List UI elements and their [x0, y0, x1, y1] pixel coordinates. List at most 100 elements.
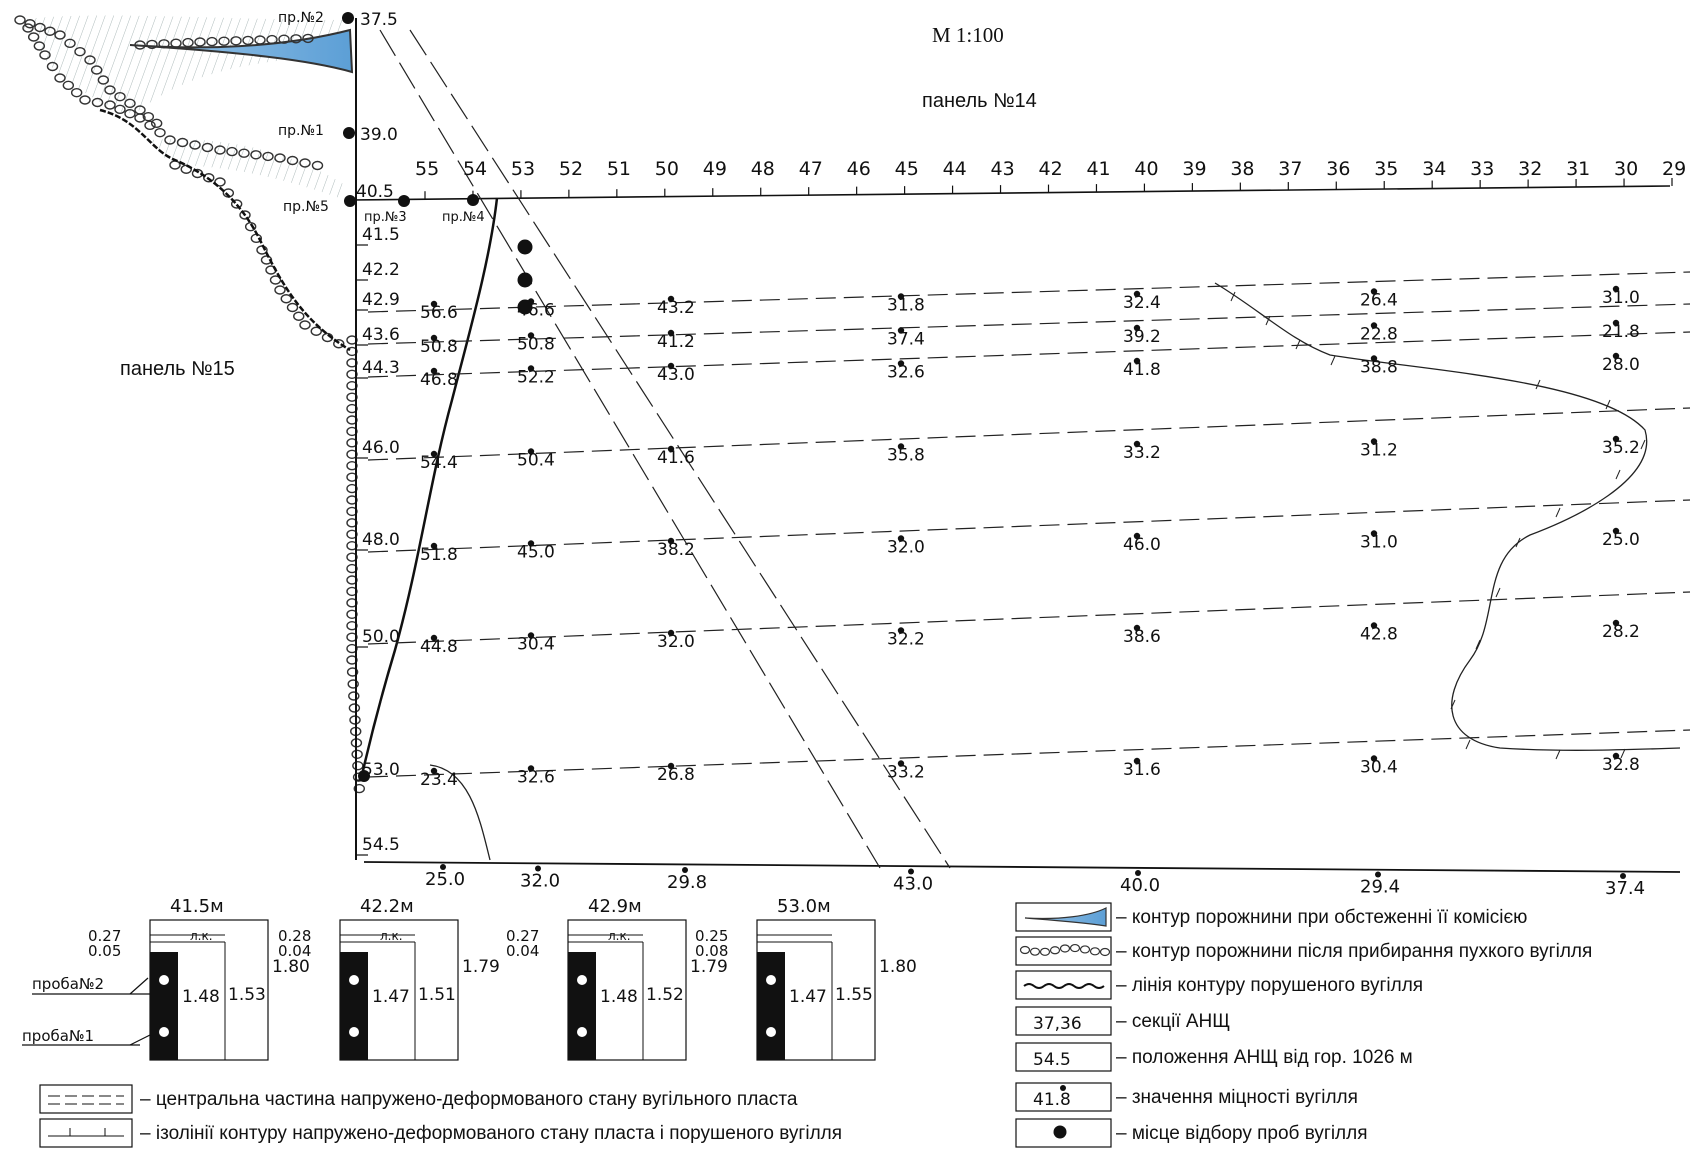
strength-point [1370, 322, 1378, 329]
section-label: 35 [1374, 158, 1398, 180]
section-label: 32 [1518, 158, 1542, 180]
section-label: 30 [1614, 158, 1638, 180]
sample-thickness-2: 1.52 [646, 985, 684, 1005]
bottom-section-line [363, 861, 1681, 873]
legend-swatch [1015, 1042, 1112, 1072]
sample-2-arrow [129, 977, 149, 995]
sample-top-thickness: 0.25 [695, 927, 728, 945]
sample-2-hole [349, 975, 359, 985]
isoline-tick [1475, 639, 1481, 650]
strength-value: 41.8 [1123, 360, 1161, 380]
section-label: 42 [1039, 158, 1063, 180]
section-label: 34 [1422, 158, 1446, 180]
strength-point [430, 767, 438, 775]
strength-value: 39.2 [1123, 327, 1161, 347]
bottom-value: 40.0 [1120, 875, 1160, 896]
profile-markers: пр.№2 37.5 пр.№1 39.0 пр.№5 40.5 пр.№3 п… [278, 10, 485, 782]
strength-row-lines [356, 244, 1691, 856]
bottom-value: 37.4 [1605, 878, 1645, 899]
sample-thickness-1: 1.47 [372, 987, 410, 1007]
row-label: 42.2 [362, 260, 400, 280]
strength-point [1612, 352, 1620, 360]
sample-top-thickness: 0.28 [278, 927, 311, 945]
sample-column: 41.5м 0.270.05 л.к. 1.48 1.53 1.80 [88, 896, 310, 1061]
strength-point [430, 367, 438, 375]
strength-point [1612, 527, 1620, 535]
isoline-tick [1620, 748, 1626, 759]
strength-value: 31.0 [1602, 288, 1640, 308]
section-label: 48 [751, 158, 775, 180]
strength-value: 37.4 [887, 330, 925, 350]
legend-text: – ізолінії контуру напружено-деформовано… [140, 1123, 842, 1144]
strength-point [1133, 757, 1141, 765]
sample-2-label: проба№2 [32, 975, 104, 993]
strength-point [527, 632, 535, 639]
sample-column: 42.9м 0.270.04 л.к. 1.48 1.52 1.79 [506, 896, 728, 1061]
strength-point [527, 365, 535, 372]
sample-sub-thickness: 0.04 [506, 942, 539, 960]
sample-column-title: 42.9м [588, 896, 642, 917]
sample-2-hole [577, 975, 587, 985]
sampling-point [517, 299, 533, 315]
sampling-points [517, 239, 533, 315]
sample-column: 53.0м 0.250.08 1.47 1.55 1.80 [695, 896, 917, 1061]
bottom-strength-values: 25.0 32.0 29.8 43.0 40.0 29.4 37.4 [425, 864, 1645, 899]
strength-point [667, 445, 675, 453]
isoline-tick [1230, 291, 1236, 302]
profile-2-dot [342, 12, 354, 24]
legend-bead [1089, 947, 1101, 956]
sampling-point [517, 272, 533, 288]
legend-swatch [1015, 1006, 1112, 1036]
sample-coal-layer [150, 952, 178, 1060]
section-label: 37 [1278, 158, 1302, 180]
strength-value: 23.4 [420, 770, 458, 790]
strength-value: 45.0 [517, 543, 555, 563]
legend-text: – секції АНЩ [1116, 1011, 1230, 1032]
cavity-hatched-area [20, 15, 345, 113]
strength-value: 26.4 [1360, 291, 1398, 311]
row-label: 53.0 [362, 760, 400, 780]
bottom-value: 29.8 [667, 872, 707, 893]
section-label: 46 [847, 158, 871, 180]
sample-column-title: 53.0м [777, 896, 831, 917]
sample-layer-label: л.к. [190, 929, 213, 943]
strength-point [667, 762, 675, 770]
strength-point [1133, 624, 1141, 632]
stress-center-dashed-line [367, 331, 1691, 378]
strength-point [897, 327, 905, 334]
strength-value: 32.8 [1602, 755, 1640, 775]
row-label: 41.5 [362, 225, 400, 245]
isoline-tick [1555, 749, 1561, 760]
strength-value: 32.6 [887, 363, 925, 383]
strength-value: 28.0 [1602, 355, 1640, 375]
strength-point [897, 627, 905, 634]
sample-layer-label: л.к. [608, 929, 631, 943]
bottom-point [535, 865, 541, 872]
row-label: 54.5 [362, 835, 400, 855]
legend-wavy-line [1023, 983, 1105, 989]
sample-sub-thickness: 0.04 [278, 942, 311, 960]
sample-thickness-2: 1.55 [835, 985, 873, 1005]
strength-value: 30.4 [1360, 758, 1398, 778]
section-label: 40 [1134, 158, 1158, 180]
strength-value: 50.4 [517, 451, 555, 471]
strength-point [1612, 752, 1620, 760]
profile-1-value: 39.0 [360, 125, 398, 145]
sample-1-hole [159, 1027, 169, 1037]
strength-value: 32.6 [517, 768, 555, 788]
strength-point [897, 360, 905, 367]
strength-value: 38.8 [1360, 358, 1398, 378]
sample-thickness-2: 1.51 [418, 985, 456, 1005]
isoline-tick [1615, 469, 1621, 480]
section-label: 29 [1662, 158, 1686, 180]
legend-text: – місце відбору проб вугілля [1116, 1123, 1368, 1144]
strength-point [527, 448, 535, 455]
strength-point [667, 537, 675, 545]
bottom-value: 29.4 [1360, 877, 1400, 898]
row-label: 50.0 [362, 627, 400, 647]
isoline-tick [1535, 379, 1541, 390]
strength-value: 32.2 [887, 630, 925, 650]
legend-left: – центральна частина напружено-деформова… [39, 1084, 842, 1148]
legend-bead [1049, 946, 1061, 955]
strength-value: 44.8 [420, 637, 458, 657]
